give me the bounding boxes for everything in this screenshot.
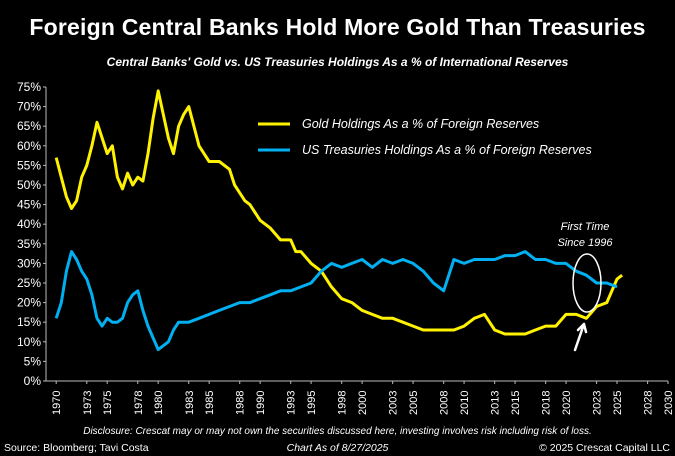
y-tick-label: 75% [17, 80, 41, 94]
legend-group: Gold Holdings As a % of Foreign Reserves… [258, 117, 592, 157]
x-tick-label: 2013 [490, 391, 502, 415]
x-tick-label: 2018 [541, 391, 553, 415]
y-tick-label: 55% [17, 158, 41, 172]
x-tick-label: 2025 [612, 391, 624, 415]
copyright-text: © 2025 Crescat Capital LLC [539, 442, 670, 454]
y-tick-label: 20% [17, 296, 41, 310]
x-tick-label: 1973 [82, 391, 94, 415]
legend-label-gold: Gold Holdings As a % of Foreign Reserves [302, 117, 539, 131]
x-tick-label: 2008 [439, 391, 451, 415]
series-group [54, 89, 624, 352]
x-tick-label: 1978 [133, 391, 145, 415]
x-tick-label: 2003 [388, 391, 400, 415]
y-tick-label: 0% [24, 374, 42, 388]
x-tick-label: 1980 [153, 391, 165, 415]
y-tick-label: 15% [17, 315, 41, 329]
x-tick-label: 2020 [561, 391, 573, 415]
x-tick-label: 1983 [184, 391, 196, 415]
axes-group: 0% 5% 10% 15% 20% 25% 30% 35% 40% 45% 50% 55% 60% 65%… [17, 80, 675, 415]
legend-label-treasuries: US Treasuries Holdings As a % of Foreign… [302, 143, 592, 157]
y-tick-label: 30% [17, 256, 41, 270]
y-tick-label: 35% [17, 237, 41, 251]
y-tick-label: 60% [17, 139, 41, 153]
y-tick-label: 10% [17, 335, 41, 349]
y-tick-label: 65% [17, 119, 41, 133]
y-tick-label: 40% [17, 217, 41, 231]
x-tick-label: 1985 [204, 391, 216, 415]
chart-subtitle: Central Banks' Gold vs. US Treasuries Ho… [106, 55, 569, 69]
x-tick-label: 2015 [510, 391, 522, 415]
x-tick-label: 2030 [663, 391, 675, 415]
y-tick-label: 5% [24, 354, 42, 368]
x-tick-label: 1975 [102, 391, 114, 415]
y-tick-label: 45% [17, 198, 41, 212]
x-tick-label: 2000 [357, 391, 369, 415]
x-tick-label: 1998 [337, 391, 349, 415]
annotation-group: First Time Since 1996 [557, 221, 613, 352]
source-text: Source: Bloomberg; Tavi Costa [4, 442, 149, 454]
x-tick-label: 1988 [235, 391, 247, 415]
annotation-line2: Since 1996 [557, 237, 613, 249]
treasuries-series-line [54, 250, 618, 352]
y-tick-label: 50% [17, 178, 41, 192]
x-tick-label: 1993 [286, 391, 298, 415]
disclosure-text: Disclosure: Crescat may or may not own t… [83, 426, 592, 437]
y-tick-label: 25% [17, 276, 41, 290]
chart-title: Foreign Central Banks Hold More Gold Tha… [29, 14, 646, 40]
annotation-line1: First Time [561, 221, 610, 233]
x-tick-label: 1995 [306, 391, 318, 415]
y-tick-label: 70% [17, 100, 41, 114]
x-tick-label: 2010 [459, 391, 471, 415]
gold-series-line [54, 89, 624, 336]
x-tick-label: 2028 [643, 391, 655, 415]
up-arrow-icon [573, 322, 588, 352]
x-tick-label: 2023 [592, 391, 604, 415]
x-tick-label: 2005 [408, 391, 420, 415]
x-tick-label: 1990 [255, 391, 267, 415]
as-of-text: Chart As of 8/27/2025 [286, 442, 389, 454]
x-tick-label: 1970 [51, 391, 63, 415]
highlight-circle [572, 253, 602, 313]
